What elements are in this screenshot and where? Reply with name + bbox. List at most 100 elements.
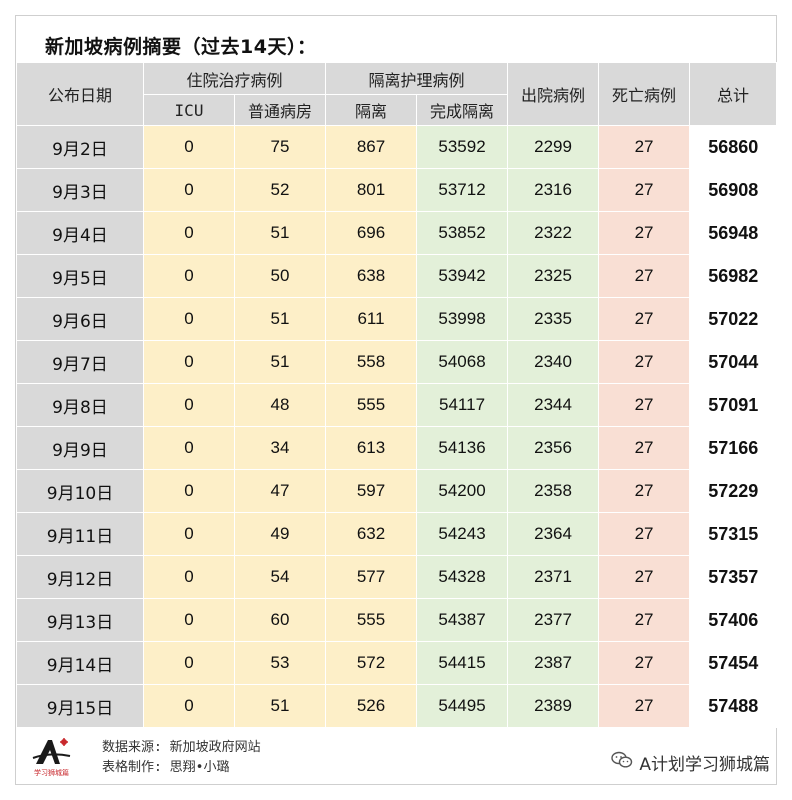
cell-completed-isolation: 54136 [416, 426, 508, 470]
cell-icu: 0 [143, 641, 235, 685]
cell-discharged: 2299 [507, 125, 599, 169]
footer-credits: 数据来源: 新加坡政府网站 表格制作: 思翔•小璐 [102, 738, 261, 778]
cell-isolation: 572 [325, 641, 417, 685]
table-row: 9月9日 0 34 613 54136 2356 27 57166 [16, 426, 777, 470]
table-row: 9月8日 0 48 555 54117 2344 27 57091 [16, 383, 777, 427]
cell-total: 57022 [689, 297, 777, 341]
table-row: 9月4日 0 51 696 53852 2322 27 56948 [16, 211, 777, 255]
row-date: 9月4日 [16, 211, 144, 255]
cell-completed-isolation: 54200 [416, 469, 508, 513]
header-discharged: 出院病例 [507, 62, 600, 126]
wechat-icon [611, 751, 633, 774]
cell-isolation: 696 [325, 211, 417, 255]
cell-isolation: 555 [325, 383, 417, 427]
cell-discharged: 2364 [507, 512, 599, 556]
header-isolation: 隔离 [325, 94, 418, 126]
cell-discharged: 2316 [507, 168, 599, 212]
cell-total: 56860 [689, 125, 777, 169]
cell-completed-isolation: 54415 [416, 641, 508, 685]
cell-icu: 0 [143, 512, 235, 556]
cell-completed-isolation: 53592 [416, 125, 508, 169]
header-isolation-group: 隔离护理病例 [325, 62, 509, 95]
cell-total: 57357 [689, 555, 777, 599]
cell-general-ward: 49 [233, 512, 326, 556]
cell-total: 57091 [689, 383, 777, 427]
cell-discharged: 2371 [507, 555, 599, 599]
cell-total: 57229 [689, 469, 777, 513]
cell-isolation: 638 [325, 254, 417, 298]
header-deaths: 死亡病例 [598, 62, 691, 126]
row-date: 9月7日 [16, 340, 144, 384]
table-row: 9月15日 0 51 526 54495 2389 27 57488 [16, 684, 777, 728]
cell-discharged: 2377 [507, 598, 599, 642]
cell-deaths: 27 [598, 641, 690, 685]
cell-general-ward: 34 [233, 426, 326, 470]
row-date: 9月2日 [16, 125, 144, 169]
table-row: 9月7日 0 51 558 54068 2340 27 57044 [16, 340, 777, 384]
cell-completed-isolation: 54495 [416, 684, 508, 728]
cell-icu: 0 [143, 684, 235, 728]
table-row: 9月10日 0 47 597 54200 2358 27 57229 [16, 469, 777, 513]
cell-general-ward: 54 [233, 555, 326, 599]
table-row: 9月2日 0 75 867 53592 2299 27 56860 [16, 125, 777, 169]
cell-deaths: 27 [598, 426, 690, 470]
cell-icu: 0 [143, 168, 235, 212]
cell-discharged: 2325 [507, 254, 599, 298]
cell-total: 57454 [689, 641, 777, 685]
cell-total: 57166 [689, 426, 777, 470]
cell-deaths: 27 [598, 125, 690, 169]
cell-total: 57315 [689, 512, 777, 556]
cell-completed-isolation: 53942 [416, 254, 508, 298]
row-date: 9月11日 [16, 512, 144, 556]
cell-icu: 0 [143, 340, 235, 384]
cell-icu: 0 [143, 254, 235, 298]
header-total: 总计 [689, 62, 778, 126]
cell-total: 57488 [689, 684, 777, 728]
cell-deaths: 27 [598, 297, 690, 341]
cell-total: 57406 [689, 598, 777, 642]
cell-total: 56908 [689, 168, 777, 212]
cell-deaths: 27 [598, 512, 690, 556]
cell-deaths: 27 [598, 684, 690, 728]
cell-general-ward: 50 [233, 254, 326, 298]
cell-isolation: 558 [325, 340, 417, 384]
cell-deaths: 27 [598, 254, 690, 298]
row-date: 9月14日 [16, 641, 144, 685]
cell-deaths: 27 [598, 383, 690, 427]
cell-icu: 0 [143, 426, 235, 470]
cell-isolation: 611 [325, 297, 417, 341]
row-date: 9月3日 [16, 168, 144, 212]
cell-general-ward: 51 [233, 297, 326, 341]
row-date: 9月15日 [16, 684, 144, 728]
brand-watermark: A计划学习狮城篇 [611, 750, 770, 775]
cell-general-ward: 51 [233, 211, 326, 255]
cell-icu: 0 [143, 598, 235, 642]
row-date: 9月10日 [16, 469, 144, 513]
cell-completed-isolation: 54117 [416, 383, 508, 427]
table-row: 9月3日 0 52 801 53712 2316 27 56908 [16, 168, 777, 212]
header-hospital-group: 住院治疗病例 [142, 62, 327, 95]
footer-made-by: 表格制作: 思翔•小璐 [102, 760, 230, 775]
cell-completed-isolation: 53712 [416, 168, 508, 212]
row-date: 9月12日 [16, 555, 144, 599]
cell-deaths: 27 [598, 555, 690, 599]
row-date: 9月6日 [16, 297, 144, 341]
table-row: 9月12日 0 54 577 54328 2371 27 57357 [16, 555, 777, 599]
cell-completed-isolation: 53852 [416, 211, 508, 255]
cell-completed-isolation: 54243 [416, 512, 508, 556]
cell-icu: 0 [143, 469, 235, 513]
cell-deaths: 27 [598, 211, 690, 255]
table-row: 9月6日 0 51 611 53998 2335 27 57022 [16, 297, 777, 341]
cell-discharged: 2389 [507, 684, 599, 728]
cell-total: 56948 [689, 211, 777, 255]
cell-discharged: 2335 [507, 297, 599, 341]
table-row: 9月13日 0 60 555 54387 2377 27 57406 [16, 598, 777, 642]
cell-general-ward: 52 [233, 168, 326, 212]
page-title: 新加坡病例摘要（过去14天）： [45, 36, 317, 58]
cell-icu: 0 [143, 555, 235, 599]
cell-general-ward: 53 [233, 641, 326, 685]
footer-source: 数据来源: 新加坡政府网站 [102, 740, 261, 755]
cell-isolation: 577 [325, 555, 417, 599]
cell-completed-isolation: 54328 [416, 555, 508, 599]
table-body: 9月2日 0 75 867 53592 2299 27 56860 9月3日 0 52 801 5371… [16, 125, 777, 728]
